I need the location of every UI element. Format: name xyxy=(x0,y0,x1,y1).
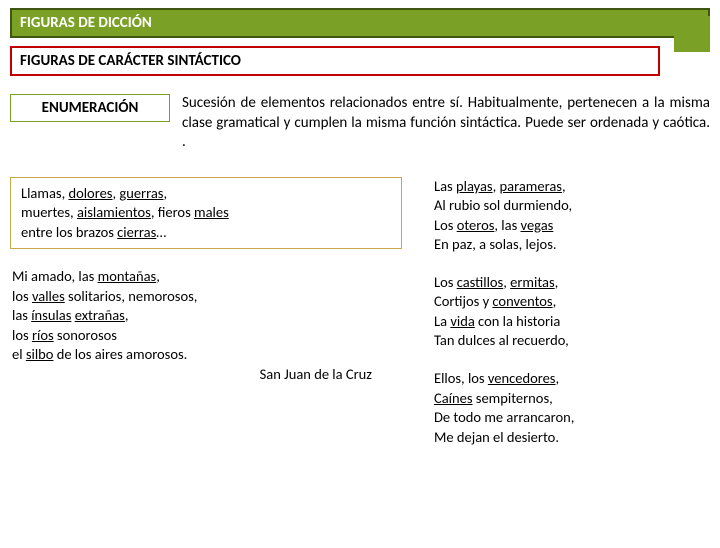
corner-decoration xyxy=(674,16,710,52)
t: guerras xyxy=(119,184,163,202)
t: Mi amado, las xyxy=(12,267,98,285)
example-5: Ellos, los vencedores, Caínes sempiterno… xyxy=(432,369,710,447)
examples-area: Llamas, dolores, guerras, muertes, aisla… xyxy=(10,177,710,448)
t: males xyxy=(194,203,229,221)
t: , xyxy=(156,267,160,285)
example-4: Los castillos, ermitas, Cortijos y conve… xyxy=(432,273,710,351)
term-text: ENUMERACIÓN xyxy=(42,99,139,117)
t: solitarios, nemorosos, xyxy=(65,287,198,305)
t: playas xyxy=(456,177,493,195)
t: con la historia xyxy=(475,312,561,330)
t: el xyxy=(12,345,26,363)
t: La xyxy=(434,312,450,330)
t: muertes, xyxy=(21,203,77,221)
definition-row: ENUMERACIÓN Sucesión de elementos relaci… xyxy=(10,94,710,153)
t: , xyxy=(163,184,167,202)
examples-right-column: Las playas, parameras, Al rubio sol durm… xyxy=(432,177,710,448)
t: Los xyxy=(434,273,457,291)
t: dolores xyxy=(68,184,112,202)
t: Los xyxy=(434,216,457,234)
t: Caínes xyxy=(434,389,473,407)
t: valles xyxy=(32,287,65,305)
t: extrañas xyxy=(75,306,125,324)
header-sub-text: FIGURAS DE CARÁCTER SINTÁCTICO xyxy=(20,52,241,70)
t: Al rubio sol durmiendo, xyxy=(434,196,710,216)
t: … xyxy=(156,223,166,241)
t: Me dejan el desierto. xyxy=(434,428,710,448)
t: montañas xyxy=(98,267,157,285)
attribution: San Juan de la Cruz xyxy=(12,365,402,385)
t: ermitas xyxy=(510,273,554,291)
t: Llamas, xyxy=(21,184,68,202)
t: las xyxy=(12,306,31,324)
t: Ellos, los xyxy=(434,369,488,387)
example-3: Las playas, parameras, Al rubio sol durm… xyxy=(432,177,710,255)
t: vegas xyxy=(521,216,554,234)
t: Tan dulces al recuerdo, xyxy=(434,331,710,351)
t: , xyxy=(562,177,566,195)
t: los xyxy=(12,287,32,305)
t: De todo me arrancaron, xyxy=(434,408,710,428)
t: , xyxy=(555,273,559,291)
t: , xyxy=(553,292,557,310)
header-main-text: FIGURAS DE DICCIÓN xyxy=(20,14,152,32)
definition-text: Sucesión de elementos relacionados entre… xyxy=(182,94,710,153)
t: vencedores xyxy=(488,369,556,387)
t: los xyxy=(12,326,32,344)
t: silbo xyxy=(26,345,54,363)
example-2: Mi amado, las montañas, los valles solit… xyxy=(10,267,402,384)
t: ínsulas xyxy=(31,306,71,324)
t: , las xyxy=(494,216,520,234)
term-box: ENUMERACIÓN xyxy=(10,94,170,122)
t: castillos xyxy=(457,273,504,291)
t: sempiternos, xyxy=(473,389,553,407)
t: Las xyxy=(434,177,456,195)
t: , xyxy=(125,306,129,324)
t: oteros xyxy=(457,216,495,234)
t: vida xyxy=(450,312,474,330)
header-sub: FIGURAS DE CARÁCTER SINTÁCTICO xyxy=(10,46,660,76)
t: , fieros xyxy=(151,203,194,221)
t: de los aires amorosos. xyxy=(53,345,187,363)
t: cierras xyxy=(117,223,156,241)
t: , xyxy=(555,369,559,387)
t: entre los brazos xyxy=(21,223,117,241)
t: ríos xyxy=(32,326,54,344)
t: Cortijos y xyxy=(434,292,492,310)
t: , xyxy=(493,177,500,195)
t: sonorosos xyxy=(54,326,117,344)
examples-left-column: Llamas, dolores, guerras, muertes, aisla… xyxy=(10,177,402,448)
header-main: FIGURAS DE DICCIÓN xyxy=(10,8,710,38)
t: aislamientos xyxy=(77,203,151,221)
example-1: Llamas, dolores, guerras, muertes, aisla… xyxy=(10,177,402,250)
t: conventos xyxy=(492,292,552,310)
t: parameras xyxy=(500,177,562,195)
t: En paz, a solas, lejos. xyxy=(434,235,710,255)
